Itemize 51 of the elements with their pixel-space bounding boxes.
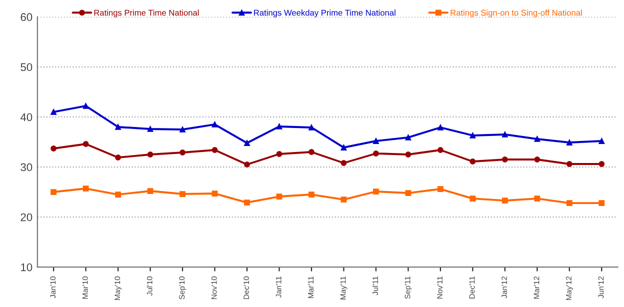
point bbox=[598, 161, 605, 167]
point bbox=[340, 160, 347, 166]
point bbox=[180, 126, 186, 132]
point bbox=[566, 200, 572, 206]
point bbox=[437, 186, 444, 192]
point bbox=[437, 147, 444, 153]
y-tick-label: 30 bbox=[20, 163, 32, 172]
point bbox=[405, 190, 412, 196]
point bbox=[598, 138, 605, 144]
point bbox=[212, 190, 218, 196]
y-tick-label: 40 bbox=[20, 113, 32, 122]
point bbox=[534, 156, 540, 162]
point bbox=[276, 194, 282, 200]
point bbox=[115, 192, 121, 198]
point bbox=[244, 140, 250, 146]
point bbox=[212, 147, 218, 153]
point bbox=[308, 149, 314, 155]
point bbox=[373, 188, 379, 194]
y-tick-label: 10 bbox=[21, 263, 32, 272]
legend-label: Ratings Prime Time National bbox=[94, 10, 199, 18]
point bbox=[534, 196, 540, 202]
point bbox=[566, 140, 572, 146]
point bbox=[147, 126, 154, 132]
y-tick-label: 50 bbox=[20, 63, 32, 72]
point bbox=[115, 154, 121, 160]
point bbox=[502, 198, 508, 204]
point bbox=[82, 186, 89, 192]
point bbox=[244, 162, 250, 168]
point bbox=[470, 158, 476, 164]
point bbox=[147, 188, 154, 194]
point bbox=[598, 200, 605, 206]
point bbox=[534, 136, 540, 142]
point bbox=[373, 150, 379, 156]
point bbox=[244, 200, 250, 206]
legend-label: Ratings Weekday Prime Time National bbox=[254, 10, 396, 18]
point bbox=[147, 152, 154, 158]
point bbox=[340, 196, 347, 202]
legend-label: Ratings Sign-on to Sing-off National bbox=[450, 10, 582, 18]
point bbox=[180, 150, 186, 156]
point bbox=[470, 196, 476, 202]
y-tick-label: 60 bbox=[20, 13, 32, 22]
point bbox=[276, 151, 282, 157]
point bbox=[405, 152, 412, 158]
point bbox=[50, 146, 57, 152]
point bbox=[50, 189, 57, 195]
point bbox=[180, 191, 186, 197]
y-tick-label: 20 bbox=[20, 213, 32, 222]
point bbox=[82, 141, 89, 147]
point bbox=[566, 161, 572, 167]
point bbox=[502, 156, 508, 162]
point bbox=[308, 192, 314, 198]
